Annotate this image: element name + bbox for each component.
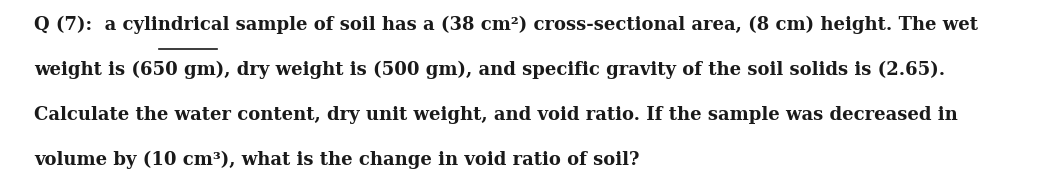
Text: Q (7):: Q (7): xyxy=(34,16,92,34)
Text: volume by (10 cm³), what is the change in void ratio of soil?: volume by (10 cm³), what is the change i… xyxy=(34,150,639,169)
Text: Q (7):  a cylindrical sample of soil has a (38 cm²) cross-sectional area, (8 cm): Q (7): a cylindrical sample of soil has … xyxy=(34,16,978,34)
Text: weight is (650 gm), dry weight is (500 gm), and specific gravity of the soil sol: weight is (650 gm), dry weight is (500 g… xyxy=(34,61,945,79)
Text: Calculate the water content, dry unit weight, and void ratio. If the sample was : Calculate the water content, dry unit we… xyxy=(34,106,958,124)
